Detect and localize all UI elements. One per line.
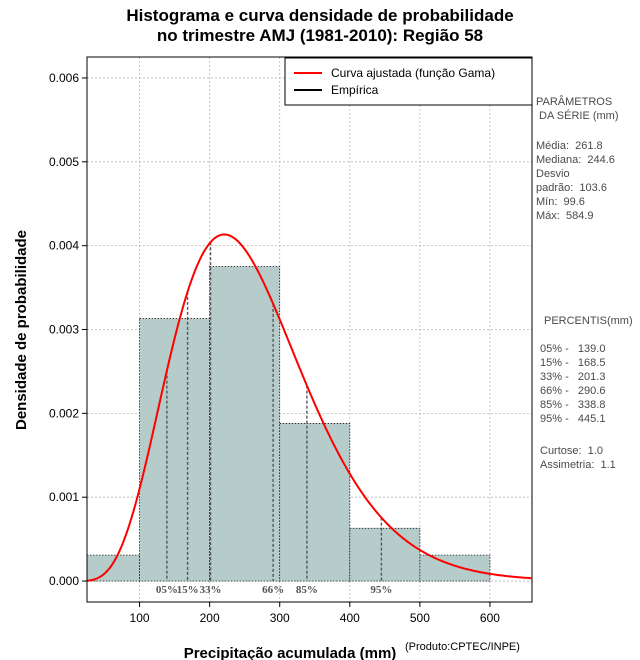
params-title: PARÂMETROS	[536, 96, 613, 108]
percentile-markers: 05%15% 33% 66% 85% 95%	[156, 242, 392, 596]
histogram-bar-6	[419, 554, 491, 582]
legend-label: Curva ajustada (função Gama)	[331, 66, 495, 80]
legend-box	[284, 57, 533, 106]
title-line-1: Histograma e curva densidade de probabil…	[126, 6, 514, 25]
histogram-bar-5	[349, 527, 421, 582]
title-line-2: no trimestre AMJ (1981-2010): Região 58	[156, 26, 484, 45]
y-tick-label: 0.000	[49, 574, 79, 588]
percentile-label-85%: 85%	[296, 584, 318, 596]
percentile-33: 33% - 201.3	[540, 371, 606, 383]
histogram-bar-1	[86, 554, 140, 582]
product-credit: (Produto:CPTEC/INPE)	[405, 641, 520, 653]
stat-kurtosis: Curtose: 1.0	[540, 445, 603, 457]
y-tick-label: 0.006	[49, 71, 79, 85]
params-subtitle: DA SÉRIE (mm)	[536, 110, 619, 122]
gamma-curve	[86, 233, 532, 582]
x-tick-label: 100	[130, 611, 150, 625]
percentile-label-33%: 33%	[200, 584, 222, 596]
percentile-label-15%: 15%	[177, 584, 199, 596]
histogram-bar-2	[139, 318, 210, 582]
histogram-bars	[86, 266, 491, 582]
stat-skewness: Assimetria: 1.1	[540, 459, 616, 471]
percentile-label-95%: 95%	[370, 584, 392, 596]
stat-std: padrão: 103.6	[536, 182, 607, 194]
axes: 100 200 300 400 500 600 0.000 0.001 0.002 0.003 0.…	[49, 56, 533, 625]
stat-mean: Média: 261.8	[536, 140, 603, 152]
y-axis-label: Densidade de probabilidade	[13, 230, 30, 430]
percentile-label-66%: 66%	[262, 584, 284, 596]
stat-max: Máx: 584.9	[536, 210, 594, 222]
percentile-05: 05% - 139.0	[540, 343, 606, 355]
percentile-66: 66% - 290.6	[540, 385, 606, 397]
percentile-15: 15% - 168.5	[540, 357, 606, 369]
y-tick-label: 0.003	[49, 323, 79, 337]
x-tick-label: 600	[480, 611, 500, 625]
legend: Curva ajustada (função Gama) Empírica	[284, 57, 533, 106]
x-tick-label: 300	[270, 611, 290, 625]
x-axis-label: Precipitação acumulada (mm)	[184, 645, 397, 660]
y-tick-label: 0.004	[49, 239, 79, 253]
y-tick-label: 0.002	[49, 406, 79, 420]
stat-min: Mín: 99.6	[536, 196, 585, 208]
stat-std-label: Desvio	[536, 168, 570, 180]
percentile-label-05%: 05%	[156, 584, 178, 596]
histogram-bar-3	[209, 266, 281, 582]
y-tick-label: 0.001	[49, 490, 79, 504]
histogram-bar-4	[279, 423, 351, 582]
percentile-95: 95% - 445.1	[540, 413, 606, 425]
chart-title: Histograma e curva densidade de probabil…	[0, 6, 640, 46]
gamma-curve-line	[86, 233, 532, 582]
y-tick-label: 0.005	[49, 155, 79, 169]
x-tick-label: 400	[340, 611, 360, 625]
stat-median: Mediana: 244.6	[536, 154, 615, 166]
legend-label: Empírica	[331, 83, 379, 97]
x-tick-label: 500	[410, 611, 430, 625]
x-tick-label: 200	[200, 611, 220, 625]
percentis-title: PERCENTIS(mm)	[544, 315, 633, 327]
percentile-85: 85% - 338.8	[540, 399, 606, 411]
